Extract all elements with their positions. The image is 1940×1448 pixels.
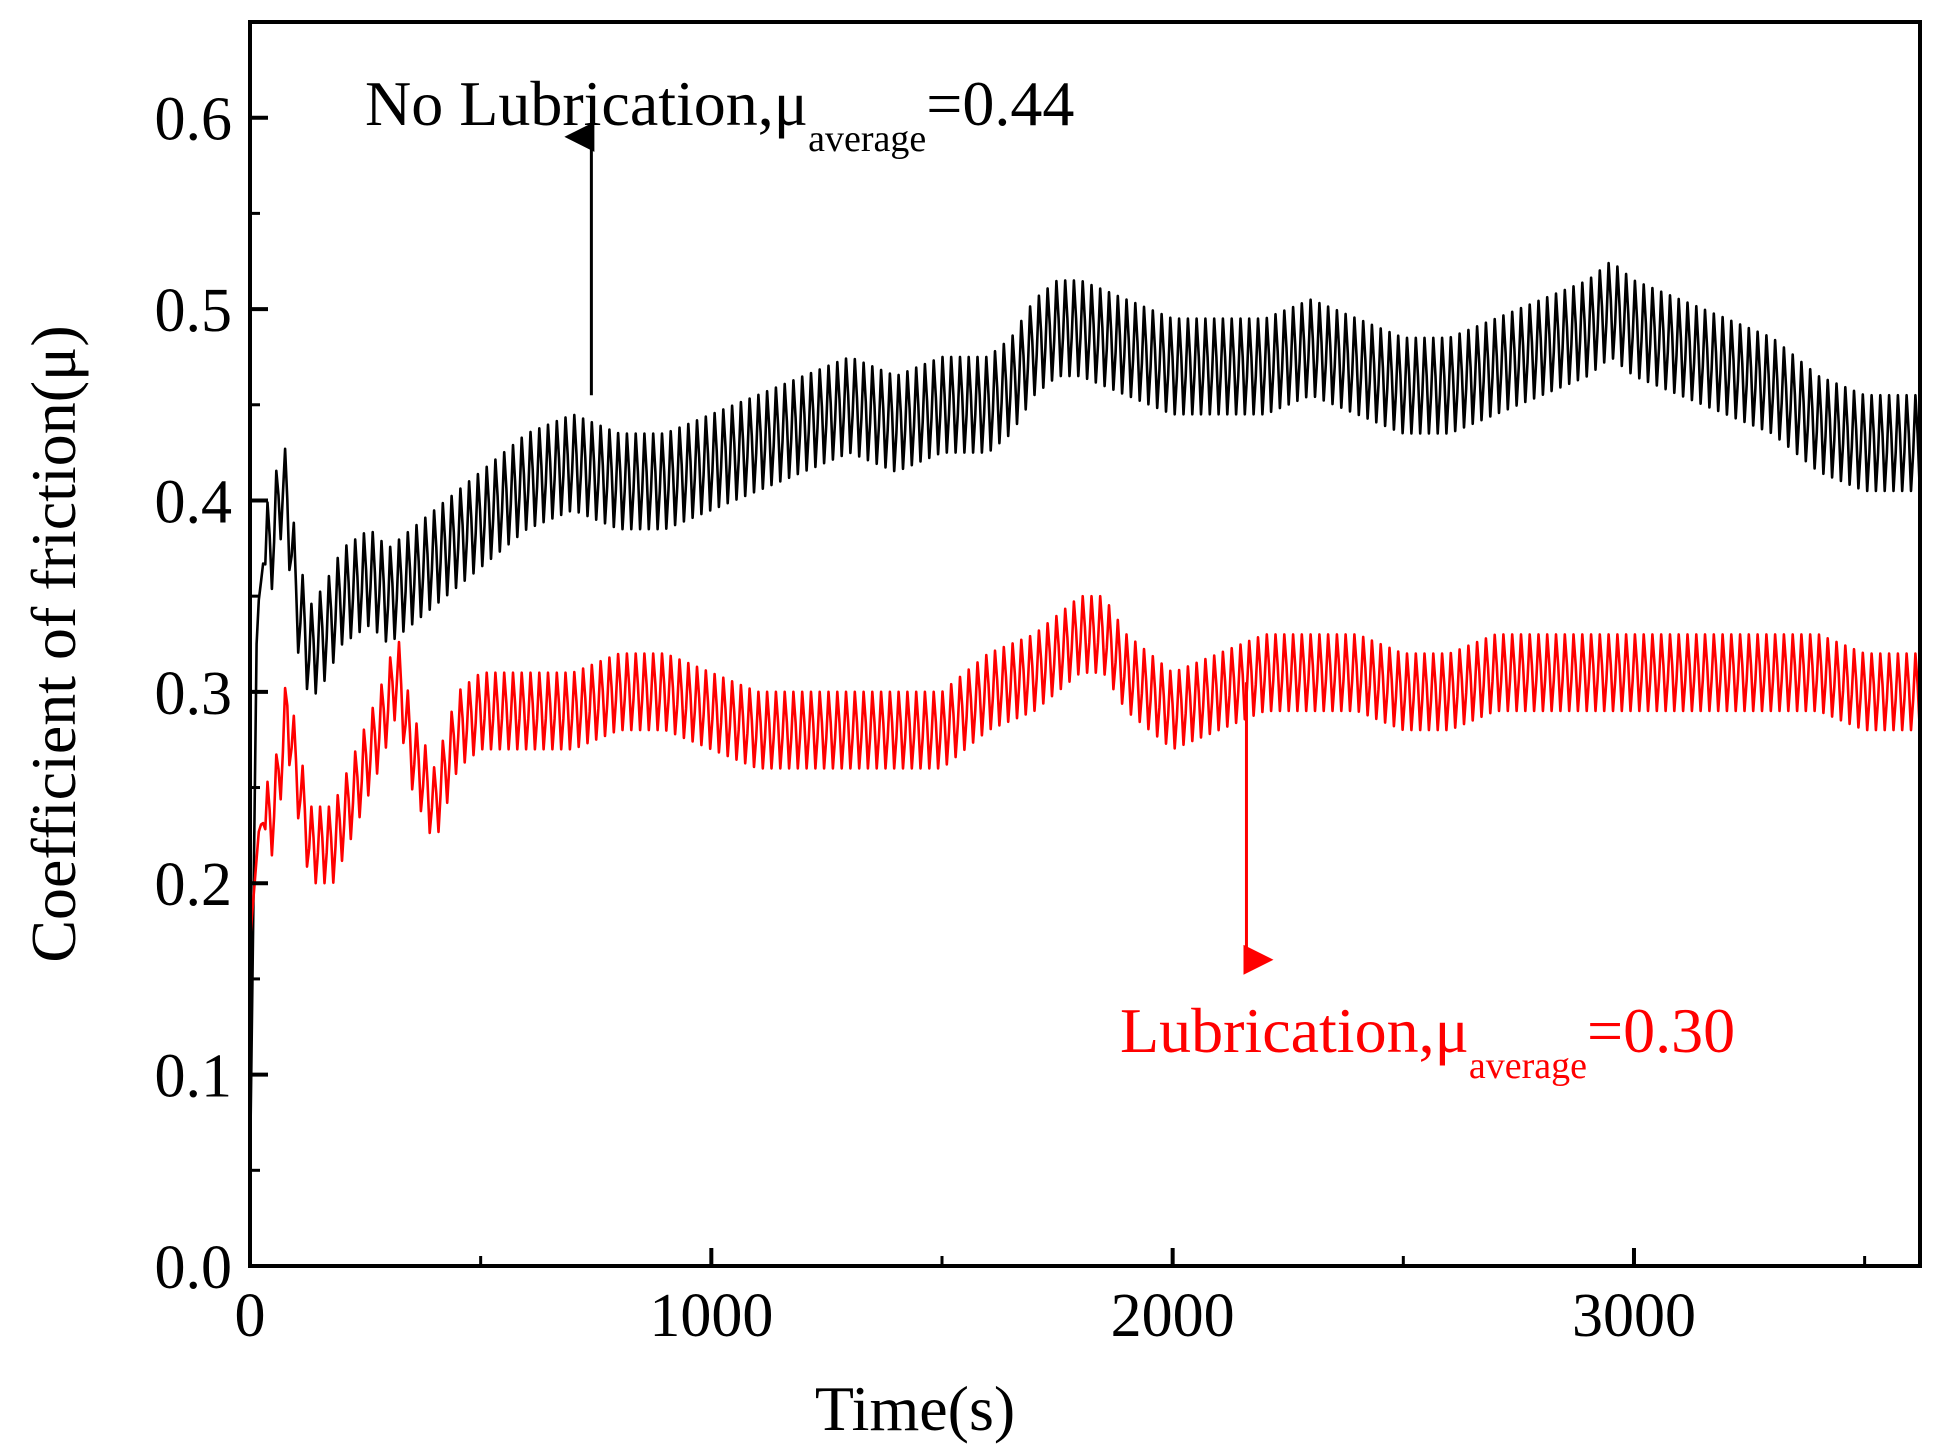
x-tick-label: 0 <box>235 1282 266 1350</box>
annotation-layer: No Lubrication,μaverage=0.44 Lubrication,… <box>365 68 1735 1087</box>
y-tick-label: 0.0 <box>155 1234 233 1302</box>
y-tick-label: 0.1 <box>155 1043 233 1111</box>
series-line-no-lubrication <box>250 261 1920 1171</box>
x-tick-label: 1000 <box>649 1282 773 1350</box>
annotation-label-nolub: No Lubrication,μaverage=0.44 <box>365 68 1074 160</box>
series-line-lubrication <box>250 594 1920 941</box>
plot-frame <box>248 20 1922 1268</box>
y-axis-ticks: 0.0 0.1 0.2 0.3 0.4 0.5 0.6 <box>155 86 268 1302</box>
y-tick-label: 0.5 <box>155 277 233 345</box>
x-tick-label: 3000 <box>1572 1282 1696 1350</box>
series-layer <box>250 261 1920 1171</box>
y-tick-label: 0.6 <box>155 86 233 154</box>
y-tick-label: 0.4 <box>155 468 233 536</box>
y-axis-title: Coefficient of friction(μ) <box>18 325 89 962</box>
x-axis-ticks: 0 1000 2000 3000 <box>235 1248 1867 1350</box>
y-tick-label: 0.2 <box>155 851 233 919</box>
x-axis-title: Time(s) <box>815 1373 1015 1444</box>
annotation-label-lub: Lubrication,μaverage=0.30 <box>1120 995 1735 1087</box>
y-tick-label: 0.3 <box>155 660 233 728</box>
x-tick-label: 2000 <box>1111 1282 1235 1350</box>
